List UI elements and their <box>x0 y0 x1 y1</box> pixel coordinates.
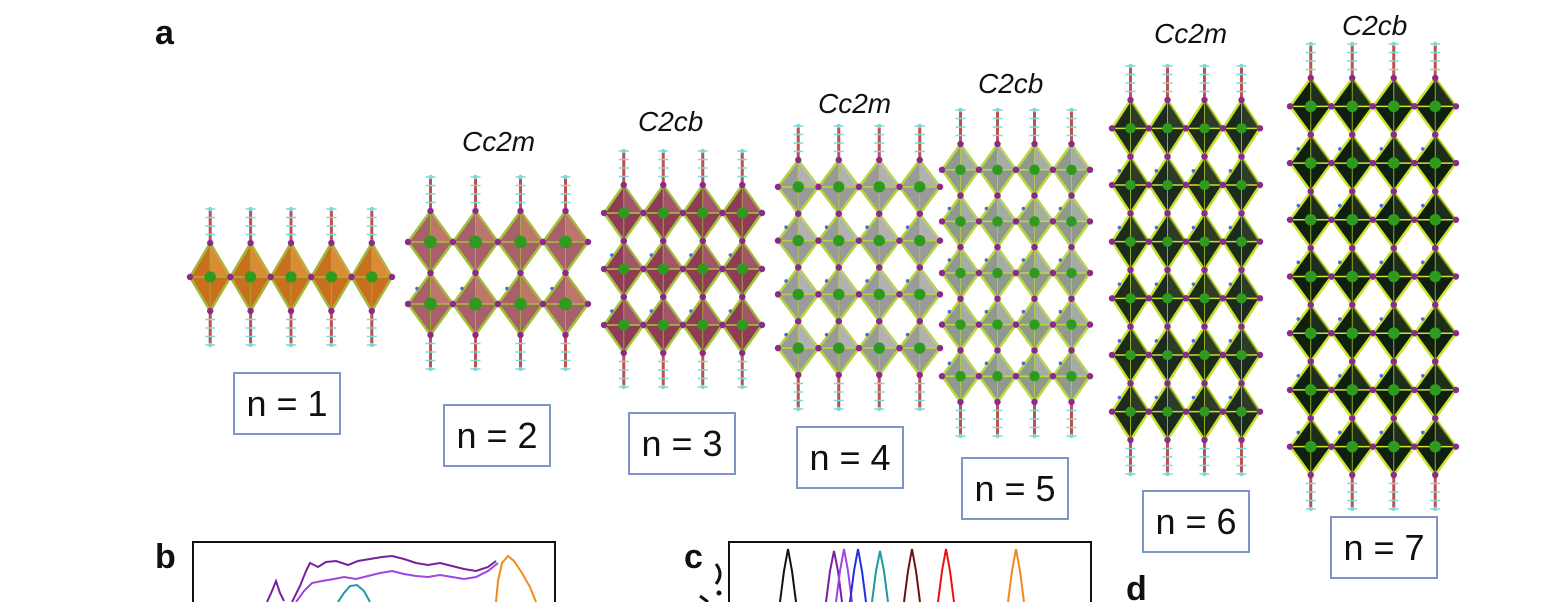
panel-c-peak-teal <box>871 550 889 602</box>
crystal-structure-n1 <box>186 206 396 348</box>
panel-label-d: d <box>1126 570 1147 608</box>
panel-b-frame <box>192 541 556 602</box>
panel-b-trace-purple-2 <box>295 562 499 602</box>
crystal-structure-n2 <box>404 174 592 372</box>
n-label-box-n1: n = 1 <box>233 372 341 435</box>
space-group-label-n7: C2cb <box>1342 10 1408 41</box>
crystal-structure-n3 <box>600 148 766 390</box>
panel-c-plot <box>728 541 1092 602</box>
panel-c-peak-red <box>937 548 955 602</box>
n-label-box-n4: n = 4 <box>796 426 904 489</box>
space-group-label-n3: C2cb <box>638 106 704 137</box>
panel-c-frame <box>728 541 1092 602</box>
crystal-structure-n5 <box>938 107 1094 439</box>
panel-b-trace-orange <box>495 554 537 602</box>
n-label-box-n2: n = 2 <box>443 404 551 467</box>
panel-b-plot <box>192 541 556 602</box>
n-label-box-n7: n = 7 <box>1330 516 1438 579</box>
crystal-structure-n7 <box>1286 41 1460 512</box>
panel-c-ylabel-fragment <box>690 560 726 602</box>
panel-label-c: c <box>684 538 703 576</box>
space-group-label-n6: Cc2m <box>1154 18 1228 49</box>
panel-c-peak-purple-2 <box>835 548 853 602</box>
panel-b-trace-purple-1 <box>266 554 497 602</box>
n-label-box-n5: n = 5 <box>961 457 1069 520</box>
space-group-label-n4: Cc2m <box>818 88 892 119</box>
panel-c-peak-blue <box>849 548 867 602</box>
n-label-box-n6: n = 6 <box>1142 490 1250 553</box>
panel-c-peak-orange <box>1007 548 1025 602</box>
space-group-label-n5: C2cb <box>978 68 1044 99</box>
space-group-label-n2: Cc2m <box>462 126 536 157</box>
panel-label-b: b <box>155 538 176 576</box>
n-label-box-n3: n = 3 <box>628 412 736 475</box>
panel-c-peak-black <box>779 548 797 602</box>
panel-c-peak-maroon <box>903 548 921 602</box>
panel-b-trace-teal <box>337 583 371 602</box>
crystal-structure-n6 <box>1108 63 1264 477</box>
panel-label-a: a <box>155 14 174 52</box>
crystal-structure-n4 <box>774 123 944 412</box>
